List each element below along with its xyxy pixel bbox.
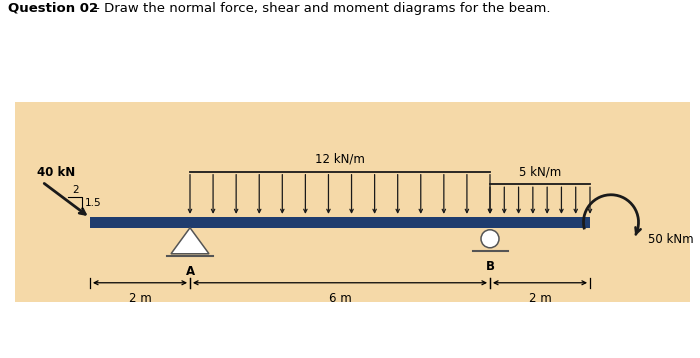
Text: 6 m: 6 m xyxy=(328,292,351,305)
Text: – Draw the normal force, shear and moment diagrams for the beam.: – Draw the normal force, shear and momen… xyxy=(90,2,551,15)
Text: 2 m: 2 m xyxy=(528,292,552,305)
Circle shape xyxy=(481,230,499,248)
Bar xyxy=(90,217,590,228)
Text: 50 kNm: 50 kNm xyxy=(648,233,693,246)
Text: 1.5: 1.5 xyxy=(85,198,101,208)
Text: B: B xyxy=(486,260,494,273)
Text: A: A xyxy=(186,265,195,278)
Text: 2 m: 2 m xyxy=(129,292,151,305)
Text: 2: 2 xyxy=(72,185,79,195)
Text: 12 kN/m: 12 kN/m xyxy=(315,153,365,166)
Polygon shape xyxy=(171,228,209,254)
Text: 40 kN: 40 kN xyxy=(37,166,75,179)
Text: Question 02: Question 02 xyxy=(8,2,99,15)
Text: 5 kN/m: 5 kN/m xyxy=(519,165,561,178)
